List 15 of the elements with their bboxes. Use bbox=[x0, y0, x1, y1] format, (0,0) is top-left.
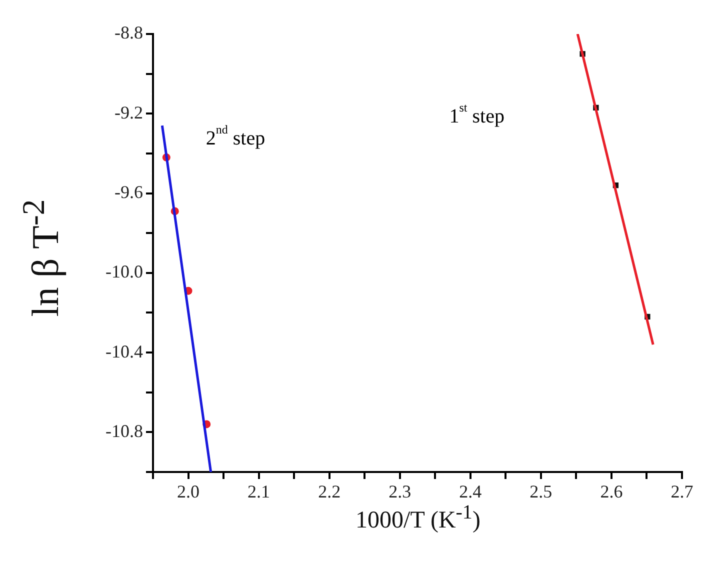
y-tick-label: -10.0 bbox=[106, 262, 143, 282]
text: 2.0 bbox=[177, 482, 200, 502]
y-tick-label: -9.2 bbox=[114, 102, 143, 122]
x-tick-label: 2.4 bbox=[459, 482, 482, 502]
x-tick-label: 2.5 bbox=[530, 482, 552, 502]
y-tick-label: -10.8 bbox=[106, 420, 143, 441]
x-axis-title: 1000/T (K$^{-1}$) bbox=[356, 502, 480, 534]
y-tick-label: -8.8 bbox=[114, 22, 143, 43]
x-tick-label: 2.1 bbox=[248, 482, 270, 502]
x-tick-label: 2.2 bbox=[318, 482, 341, 502]
x-tick-label: 2.6 bbox=[600, 482, 623, 502]
x-tick-label: 2.3 bbox=[388, 482, 412, 502]
y-tick-label: -10.4 bbox=[106, 341, 143, 362]
y-tick-label: -9.6 bbox=[114, 182, 143, 202]
x-tick-label: 2.7 bbox=[670, 482, 694, 502]
